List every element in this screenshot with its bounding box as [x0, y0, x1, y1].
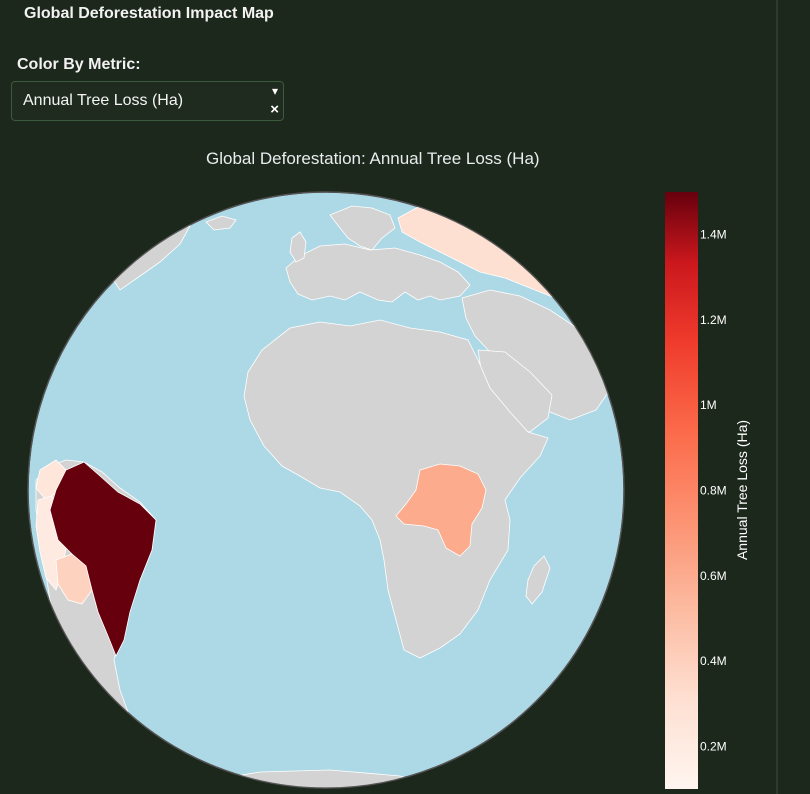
colorbar-tick-label: 0.2M: [700, 739, 727, 753]
metric-dropdown-value: Annual Tree Loss (Ha): [23, 92, 184, 109]
land-scandinavia: [329, 205, 396, 251]
region-dr-congo[interactable]: [395, 463, 487, 557]
metric-dropdown[interactable]: Annual Tree Loss (Ha) ▾ ×: [11, 81, 284, 121]
chart-title: Global Deforestation: Annual Tree Loss (…: [206, 149, 540, 168]
land-layer: [35, 203, 614, 788]
globe-outline: [27, 191, 625, 789]
colorbar-ticks: 0.2M 0.4M 0.6M 0.8M 1M 1.2M 1.4M: [700, 228, 727, 754]
metric-label: Color By Metric:: [17, 56, 141, 73]
land-uk: [289, 231, 307, 263]
land-africa: [243, 319, 549, 659]
colorbar-tick-label: 0.8M: [700, 484, 727, 498]
colorbar: 0.2M 0.4M 0.6M 0.8M 1M 1.2M 1.4M Annual Tree L…: [665, 192, 750, 789]
land-antarctica: [199, 769, 441, 788]
land-iceland: [205, 215, 237, 231]
land-europe: [285, 243, 471, 303]
panel-divider: [776, 0, 778, 794]
land-madagascar: [525, 555, 551, 605]
colorbar-tick-label: 1M: [700, 398, 717, 412]
colorbar-title: Annual Tree Loss (Ha): [734, 420, 750, 560]
colorbar-gradient: [665, 192, 698, 789]
region-brazil[interactable]: [49, 461, 157, 657]
colorbar-tick-label: 1.2M: [700, 313, 727, 327]
colorbar-tick-label: 0.4M: [700, 654, 727, 668]
colorbar-tick-label: 0.6M: [700, 569, 727, 583]
caret-down-icon[interactable]: ▾: [271, 84, 278, 98]
app-title: Global Deforestation Impact Map: [24, 5, 274, 22]
clear-icon[interactable]: ×: [270, 101, 279, 118]
land-middle-east: [461, 289, 611, 421]
colorbar-tick-label: 1.4M: [700, 228, 727, 242]
